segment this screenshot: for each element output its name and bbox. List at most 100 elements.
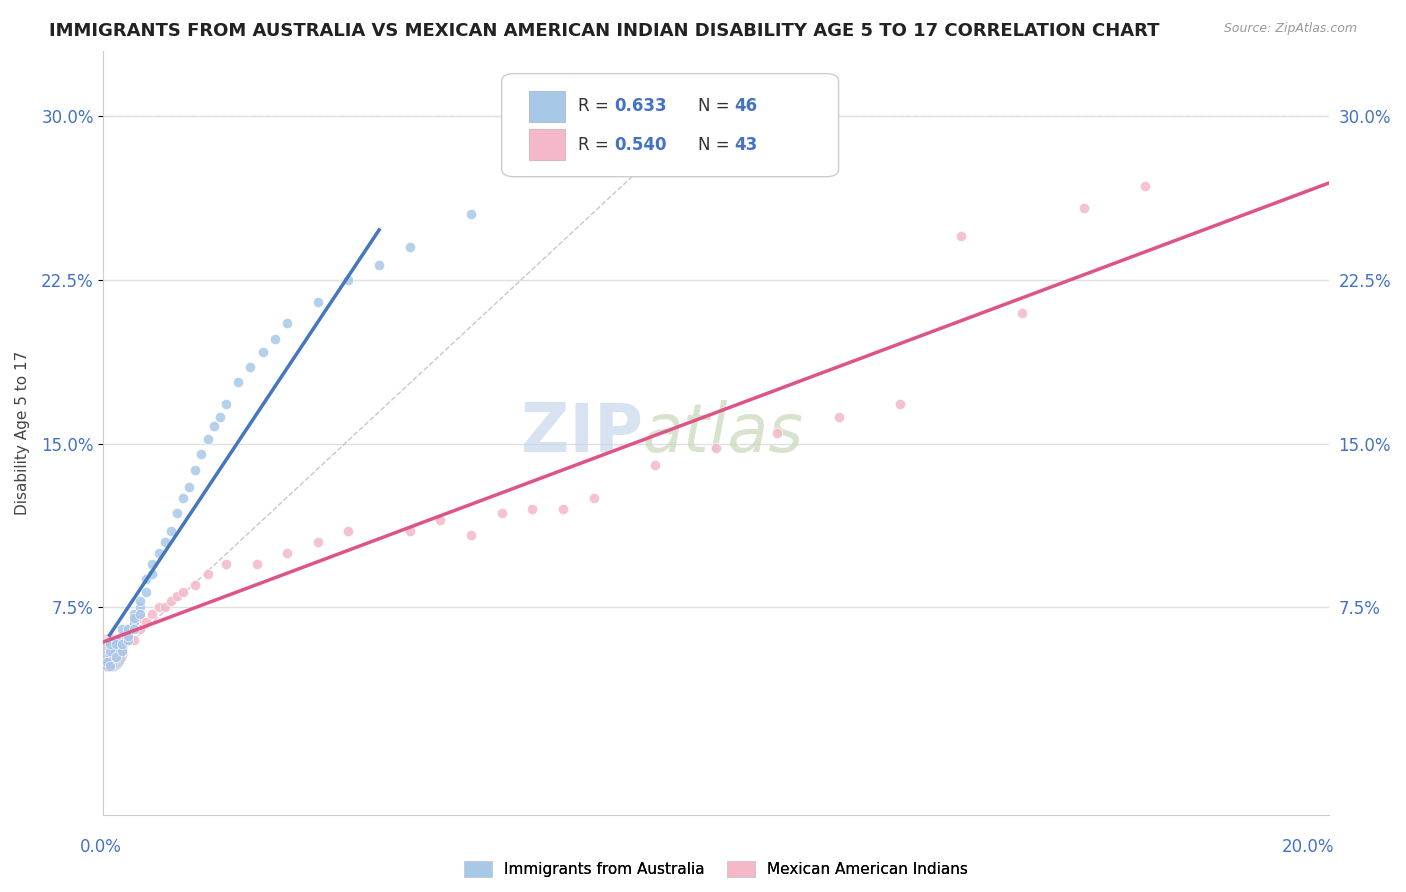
Point bbox=[135, 572, 157, 586]
Point bbox=[117, 629, 139, 643]
Point bbox=[111, 629, 134, 643]
Point bbox=[148, 600, 170, 615]
Point bbox=[827, 410, 849, 425]
Point bbox=[141, 557, 163, 571]
Point bbox=[460, 207, 482, 221]
Point bbox=[582, 491, 605, 505]
Point bbox=[104, 637, 127, 651]
Point bbox=[197, 567, 219, 582]
Point bbox=[239, 360, 262, 375]
Point bbox=[551, 502, 574, 516]
Point bbox=[1133, 179, 1156, 194]
Point bbox=[704, 441, 727, 455]
Text: Source: ZipAtlas.com: Source: ZipAtlas.com bbox=[1223, 22, 1357, 36]
Point bbox=[111, 637, 134, 651]
Text: 0.540: 0.540 bbox=[614, 136, 666, 153]
Point bbox=[98, 650, 121, 665]
Text: atlas: atlas bbox=[643, 400, 804, 466]
Point bbox=[160, 524, 183, 538]
Point bbox=[215, 397, 238, 411]
Point bbox=[122, 611, 145, 625]
Point bbox=[135, 615, 157, 630]
Text: 20.0%: 20.0% bbox=[1281, 838, 1334, 855]
Point bbox=[197, 432, 219, 446]
Point bbox=[117, 622, 139, 636]
Point bbox=[307, 294, 329, 309]
Point bbox=[208, 410, 231, 425]
Point bbox=[166, 590, 188, 604]
Text: R =: R = bbox=[578, 136, 613, 153]
Point bbox=[148, 546, 170, 560]
Point bbox=[98, 644, 121, 658]
Point bbox=[491, 507, 513, 521]
Point bbox=[172, 585, 194, 599]
Point bbox=[246, 557, 269, 571]
Point bbox=[111, 622, 134, 636]
Point bbox=[226, 376, 249, 390]
Point bbox=[129, 622, 152, 636]
Y-axis label: Disability Age 5 to 17: Disability Age 5 to 17 bbox=[15, 351, 30, 515]
Point bbox=[129, 600, 152, 615]
Point bbox=[307, 534, 329, 549]
Point bbox=[398, 524, 420, 538]
Point bbox=[184, 578, 207, 592]
Point bbox=[122, 615, 145, 630]
Point bbox=[117, 632, 139, 647]
Point bbox=[1011, 305, 1033, 319]
Point bbox=[98, 637, 121, 651]
Point bbox=[276, 546, 298, 560]
Point bbox=[104, 644, 127, 658]
Point bbox=[276, 317, 298, 331]
Point bbox=[104, 632, 127, 647]
Point bbox=[98, 659, 121, 673]
Point bbox=[122, 607, 145, 621]
Point bbox=[129, 593, 152, 607]
Point bbox=[117, 632, 139, 647]
Point bbox=[153, 534, 176, 549]
Point bbox=[129, 607, 152, 621]
Point bbox=[96, 655, 118, 669]
Point bbox=[252, 344, 274, 359]
Point bbox=[96, 659, 118, 673]
Text: N =: N = bbox=[697, 136, 734, 153]
Text: N =: N = bbox=[697, 97, 734, 115]
Text: 0.0%: 0.0% bbox=[80, 838, 122, 855]
Point bbox=[179, 480, 201, 494]
Text: R =: R = bbox=[578, 97, 613, 115]
Text: 0.633: 0.633 bbox=[614, 97, 666, 115]
Point bbox=[429, 513, 451, 527]
Point bbox=[111, 644, 134, 658]
FancyBboxPatch shape bbox=[502, 74, 838, 177]
Point bbox=[141, 567, 163, 582]
Text: ZIP: ZIP bbox=[520, 400, 643, 466]
Point bbox=[202, 419, 225, 434]
Point bbox=[766, 425, 789, 440]
Point bbox=[215, 557, 238, 571]
Point bbox=[460, 528, 482, 542]
Point bbox=[644, 458, 666, 473]
Point bbox=[184, 463, 207, 477]
Point bbox=[889, 397, 911, 411]
Text: 43: 43 bbox=[734, 136, 758, 153]
Point bbox=[264, 332, 287, 346]
Point bbox=[153, 600, 176, 615]
Point bbox=[104, 637, 127, 651]
Point bbox=[98, 650, 121, 665]
Point bbox=[172, 491, 194, 505]
Point bbox=[141, 607, 163, 621]
Point bbox=[104, 650, 127, 665]
FancyBboxPatch shape bbox=[529, 129, 565, 160]
Point bbox=[368, 258, 391, 272]
Point bbox=[1073, 201, 1095, 215]
Point bbox=[135, 585, 157, 599]
Text: 46: 46 bbox=[734, 97, 758, 115]
FancyBboxPatch shape bbox=[529, 91, 565, 121]
Point bbox=[950, 229, 973, 244]
Point bbox=[122, 632, 145, 647]
Point bbox=[129, 611, 152, 625]
Point bbox=[122, 622, 145, 636]
Point bbox=[337, 524, 360, 538]
Point bbox=[166, 507, 188, 521]
Legend: Immigrants from Australia, Mexican American Indians: Immigrants from Australia, Mexican Ameri… bbox=[458, 855, 974, 883]
Point bbox=[337, 273, 360, 287]
